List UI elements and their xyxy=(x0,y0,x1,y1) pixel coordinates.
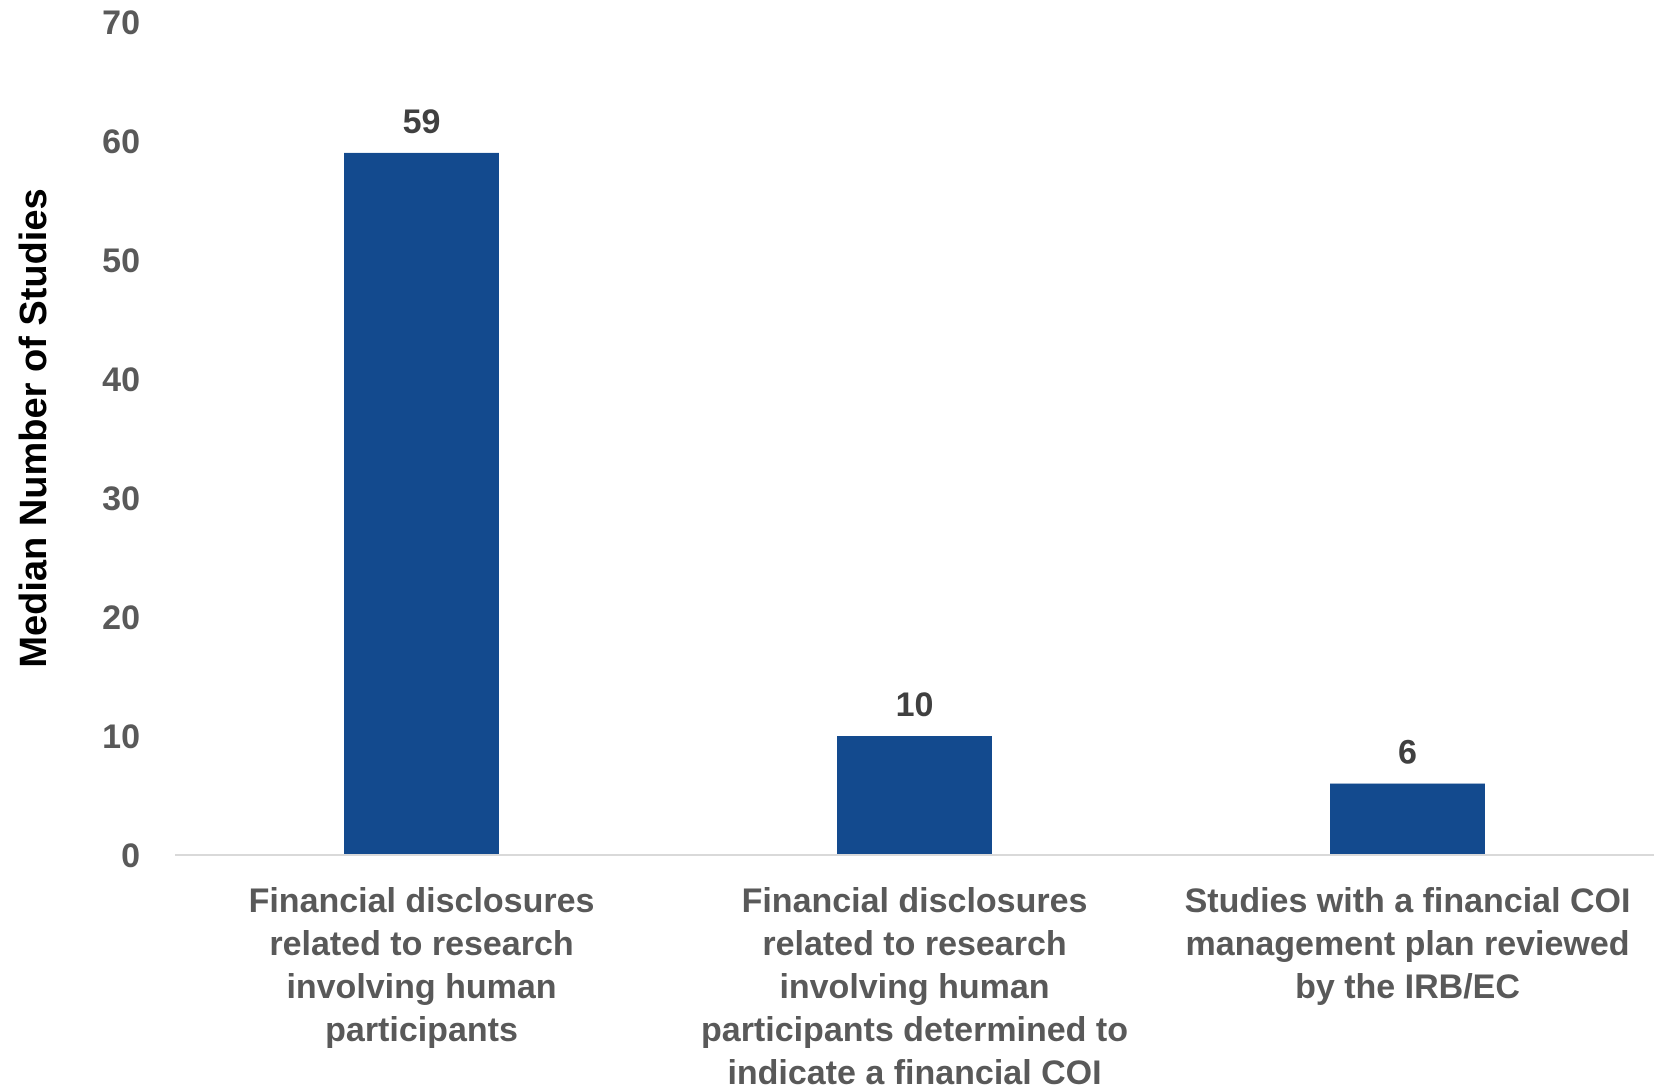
x-category-label-line: participants determined to xyxy=(701,1011,1128,1049)
x-category-label-line: involving human xyxy=(779,968,1049,1006)
data-labels: 59 10 6 xyxy=(403,103,1417,772)
bars xyxy=(344,152,1485,855)
data-label: 6 xyxy=(1398,734,1417,772)
category-labels: Financial disclosures related to research… xyxy=(249,882,1631,1087)
y-tick-label: 50 xyxy=(102,242,140,280)
bar xyxy=(344,152,499,855)
data-label: 59 xyxy=(403,103,441,141)
x-category-label-line: Financial disclosures xyxy=(742,882,1088,920)
y-tick-label: 0 xyxy=(121,837,140,875)
x-category-label-line: related to research xyxy=(269,925,573,963)
y-tick-label: 20 xyxy=(102,599,140,637)
y-tick-label: 60 xyxy=(102,123,140,161)
x-category-label: Financial disclosures related to research… xyxy=(249,882,595,1049)
data-label: 10 xyxy=(896,686,934,724)
x-category-label: Studies with a financial COI management p… xyxy=(1185,882,1631,1006)
y-axis-title: Median Number of Studies xyxy=(13,188,55,667)
bar xyxy=(837,736,992,855)
y-tick-label: 70 xyxy=(102,4,140,42)
bar xyxy=(1330,783,1485,855)
y-axis-ticks: 0 10 20 30 40 50 60 70 xyxy=(102,4,140,875)
x-category-label-line: indicate a financial COI xyxy=(727,1054,1101,1087)
x-category-label-line: involving human xyxy=(286,968,556,1006)
x-category-label-line: participants xyxy=(325,1011,518,1049)
x-category-label: Financial disclosures related to research… xyxy=(701,882,1128,1087)
x-category-label-line: Financial disclosures xyxy=(249,882,595,920)
x-category-label-line: by the IRB/EC xyxy=(1295,968,1520,1006)
x-category-label-line: related to research xyxy=(762,925,1066,963)
x-category-label-line: Studies with a financial COI xyxy=(1185,882,1631,920)
y-tick-label: 40 xyxy=(102,361,140,399)
y-tick-label: 30 xyxy=(102,480,140,518)
x-category-label-line: management plan reviewed xyxy=(1185,925,1629,963)
y-tick-label: 10 xyxy=(102,718,140,756)
